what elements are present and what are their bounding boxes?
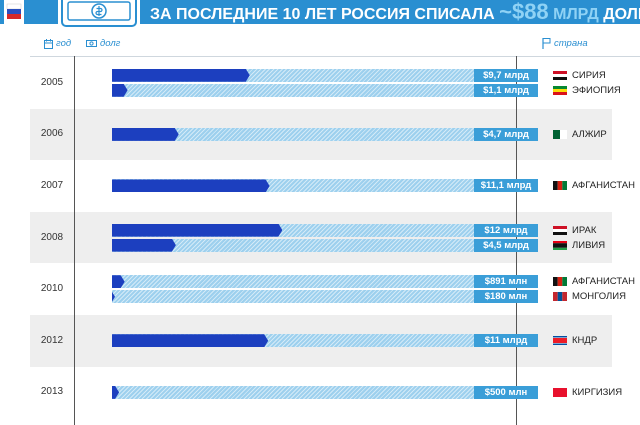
country-name: АФГАНИСТАН [572,180,636,192]
year-row: 2010 $891 млн АФГАНИСТАН $180 млн МОНГОЛИЯ [30,263,635,315]
year-row: 2008 $12 млрд ИРАК $4,5 млрд ЛИВИЯ [30,211,612,264]
bar [112,128,179,141]
bar [112,290,115,303]
value-label: $11 млрд [474,334,538,348]
year-row: 2012 $11 млрд КНДР [30,315,612,367]
year-label: 2007 [40,179,64,191]
bar-track: $1,1 млрд [112,83,538,97]
bar [112,275,125,288]
value-label: $12 млрд [474,223,538,237]
year-label: 2005 [40,76,64,88]
year-row: 2006 $4,7 млрд АЛЖИР [30,108,612,161]
header: ЗА ПОСЛЕДНИЕ 10 ЛЕТ РОССИЯ СПИСАЛА ~$88 … [0,0,640,32]
year-label: 2006 [40,128,64,140]
country-name: СИРИЯ [572,69,606,81]
value-label: $1,1 млрд [474,83,538,97]
legend-debt-label: долг [100,38,121,49]
bar [112,224,282,237]
country-flag-icon [553,240,567,250]
country-name: ИРАК [572,224,597,236]
year-row: 2013 $500 млн КИРГИЗИЯ [30,367,622,419]
russian-flag-icon [4,0,24,24]
year-row: 2007 $11,1 млрд АФГАНИСТАН [30,160,635,212]
country-name: ЛИВИЯ [572,239,606,251]
title-suffix: ДОЛГОВ [603,6,640,23]
country-name: ЭФИОПИЯ [572,84,621,96]
bar-track: $891 млн [112,275,538,289]
country-flag-icon [553,387,567,397]
value-label: $4,5 млрд [474,238,538,252]
bar [112,334,268,347]
title-amount: ~$88 [499,0,549,24]
country-name: АФГАНИСТАН [572,276,636,288]
legend-year-label: год [56,38,72,49]
bar-track: $11 млрд [112,334,538,348]
value-label: $891 млн [474,275,538,289]
bar-track: $11,1 млрд [112,179,538,193]
year-label: 2012 [40,334,64,346]
year-label: 2013 [40,386,64,398]
year-row: 2005 $9,7 млрд СИРИЯ $1,1 млрд ЭФИОПИЯ [30,57,621,109]
value-label: $500 млн [474,385,538,399]
country-flag-icon [553,225,567,235]
bar [112,386,119,399]
year-label: 2010 [40,283,64,295]
value-label: $11,1 млрд [474,179,538,193]
bar [112,84,128,97]
country-flag-icon [553,277,567,287]
legend-debt: долг [86,38,120,49]
country-flag-icon [553,292,567,302]
banknote-icon [58,0,140,30]
country-flag-icon [553,181,567,191]
year-label: 2008 [40,231,64,243]
legend-country-label: страна [554,38,588,49]
bar-track: $9,7 млрд [112,68,538,82]
country-flag-icon [553,85,567,95]
country-name: МОНГОЛИЯ [572,291,626,303]
bar [112,239,176,252]
value-label: $9,7 млрд [474,68,538,82]
bar-track: $4,5 млрд [112,238,538,252]
year-axis-line [74,56,75,425]
country-name: КНДР [572,335,598,347]
title-text: ЗА ПОСЛЕДНИЕ 10 ЛЕТ РОССИЯ СПИСАЛА [150,6,495,23]
flag-small-icon [542,38,551,49]
value-label: $180 млн [474,290,538,304]
bar [112,179,270,192]
legend-year: год [44,38,71,49]
calendar-icon [44,38,53,49]
legend-country: страна [542,38,588,49]
country-name: АЛЖИР [572,128,607,140]
bar [112,69,250,82]
value-label: $4,7 млрд [474,127,538,141]
bar-track: $4,7 млрд [112,127,538,141]
bar-track: $12 млрд [112,223,538,237]
country-name: КИРГИЗИЯ [572,386,623,398]
page-title: ЗА ПОСЛЕДНИЕ 10 ЛЕТ РОССИЯ СПИСАЛА ~$88 … [150,0,640,24]
title-unit: МЛРД [553,6,599,23]
bar-track: $500 млн [112,385,538,399]
banknote-small-icon [86,40,97,47]
country-flag-icon [553,336,567,346]
country-flag-icon [553,70,567,80]
bar-track: $180 млн [112,290,538,304]
header-separator [30,56,640,57]
country-flag-icon [553,129,567,139]
